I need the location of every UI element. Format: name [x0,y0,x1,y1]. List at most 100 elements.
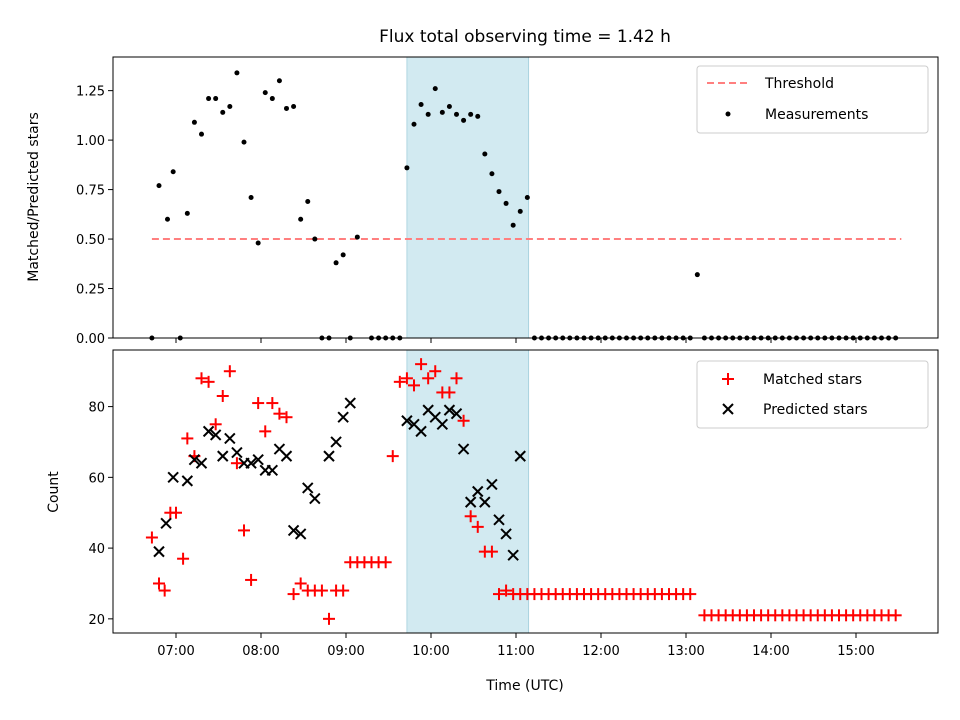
y-tick-label: 0.75 [76,184,105,199]
ratio-panel-frame [112,56,939,339]
predicted-star-point [457,443,470,455]
matched-star-point [216,389,229,402]
predicted-star-point [450,407,463,420]
predicted-star-point [472,485,484,498]
measurement-point [694,272,700,278]
count-panel-frame [112,349,939,634]
predicted-star-point [280,450,293,462]
predicted-star-point [344,397,356,409]
matched-star-point [170,506,182,519]
measurement-point [418,101,424,107]
measurement-point [276,78,282,84]
predicted-star-point [195,457,208,469]
matched-star-point [209,418,222,431]
measurement-point [170,169,176,175]
predicted-star-point [209,429,222,441]
measurement-point [298,216,304,222]
predicted-star-point [231,446,243,459]
measurement-point [461,117,467,123]
measurement-point [227,103,233,109]
predicted-star-point [464,496,477,508]
measurement-point [191,119,197,125]
matched-star-point [195,372,208,385]
matched-star-point [294,577,307,590]
predicted-star-point [330,436,342,448]
matched-star-point [450,372,463,385]
predicted-star-point [245,457,257,469]
predicted-star-point [252,453,264,466]
observing-window-highlight [406,56,530,339]
matched-star-point [238,524,250,537]
measurement-point [284,105,289,111]
predicted-legend-label: Predicted stars [763,402,868,418]
count-y-axis-label: Count [46,471,62,513]
measurement-point [269,96,275,102]
x-tick-label: 08:00 [242,644,279,659]
measurement-point [305,198,311,204]
predicted-star-point [181,475,194,487]
predicted-star-point [224,432,236,445]
matched-star-point [315,584,328,597]
x-tick-label: 11:00 [497,644,534,659]
matched-star-point [145,531,158,544]
measurement-point [496,189,502,195]
measurement-point [524,195,530,200]
predicted-star-point [479,496,491,508]
y-tick-label: 1.25 [76,85,105,100]
predicted-star-point [443,404,456,416]
matched-star-point [280,411,293,424]
measurement-point [241,139,247,145]
measurement-point [432,86,438,92]
predicted-star-point [323,450,335,462]
ratio-panel: 0.00 0.25 0.50 0.75 1.00 1.25 Matched/Predict… [26,56,939,347]
matched-star-point [287,588,300,601]
measurement-point [291,103,297,109]
predicted-star-point [436,418,449,430]
y-tick-label: 0.50 [76,233,105,248]
count-legend-box [696,360,929,429]
ratio-y-axis-label: Matched/Predicted stars [26,112,42,282]
matched-star-point [181,432,194,445]
matched-star-point [177,552,190,565]
matched-star-point [223,365,236,378]
ratio-x-ticks [175,338,857,343]
matched-star-point [266,397,279,410]
predicted-star-point [217,450,229,462]
matched-star-point [230,457,243,470]
measurement-point [411,121,417,127]
ratio-legend: Threshold Measurements [696,65,929,134]
matched-star-point [408,379,420,392]
predicted-star-point [486,478,498,491]
y-tick-label: 80 [88,401,105,416]
predicted-star-point [309,492,321,505]
y-tick-label: 0.00 [76,332,105,347]
measurement-point [248,195,254,200]
measurement-point [454,111,459,117]
y-tick-label: 40 [88,542,105,557]
matched-star-point [379,556,392,569]
predicted-star-point [500,528,512,540]
measurement-point [439,109,445,115]
predicted-star-point [266,464,279,476]
count-x-ticks: 07:00 08:00 09:00 10:00 11:00 12:00 13:00 14:00… [157,633,875,659]
matched-star-point [393,375,406,388]
measurement-point [199,131,204,137]
y-tick-label: 20 [88,613,105,628]
predicted-star-point [514,450,526,462]
measurements-legend-label: Measurements [765,107,868,123]
measurement-point [425,111,431,117]
measurement-point [482,151,488,157]
matched-star-point [485,545,498,558]
predicted-star-point [401,415,413,427]
measurement-point [446,103,452,109]
predicted-star-point [202,425,215,438]
matched-star-point [889,609,902,622]
matched-star-point [422,372,435,385]
measurement-point [213,96,219,102]
x-tick-label: 14:00 [752,644,789,659]
ratio-y-ticks: 0.00 0.25 0.50 0.75 1.00 1.25 [76,85,113,347]
x-tick-label: 15:00 [837,644,874,659]
predicted-star-point [287,524,300,537]
matched-star-point [337,584,350,597]
